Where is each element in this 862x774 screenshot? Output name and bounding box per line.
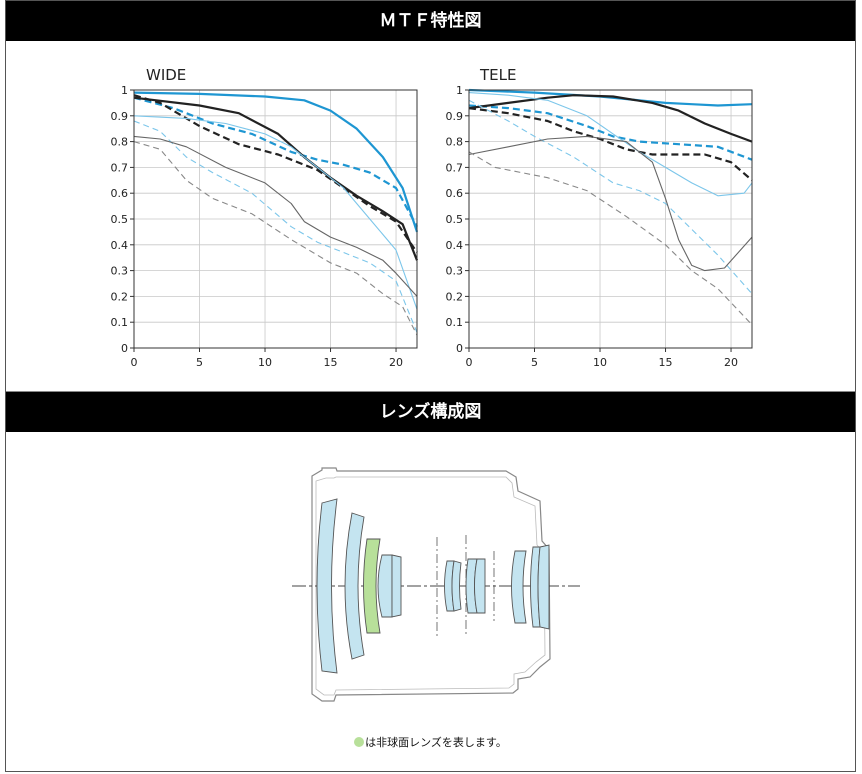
series-line	[133, 91, 419, 233]
series-line	[133, 120, 418, 333]
y-tick-label: 0.9	[446, 110, 464, 123]
series-line	[133, 141, 418, 336]
lens-section-header: レンズ構成図	[6, 392, 855, 432]
y-tick-label: 0.7	[111, 161, 129, 174]
y-tick-label: 0.6	[446, 187, 464, 200]
section-divider	[6, 391, 855, 392]
x-tick-label: 15	[324, 356, 338, 369]
x-tick-label: 20	[389, 356, 403, 369]
lens-element	[344, 512, 365, 660]
y-tick-label: 0.5	[111, 213, 129, 226]
lens-element	[377, 554, 393, 618]
y-tick-label: 0.4	[111, 239, 129, 252]
y-tick-label: 0.8	[446, 136, 464, 149]
series-line	[468, 151, 753, 326]
lens-element	[537, 544, 550, 630]
y-tick-label: 0	[456, 342, 463, 355]
series-line	[468, 94, 753, 143]
y-tick-label: 0.7	[446, 161, 464, 174]
aspherical-legend-text: は非球面レンズを表します。	[365, 736, 507, 749]
x-tick-label: 20	[724, 356, 738, 369]
aspherical-legend: は非球面レンズを表します。	[6, 734, 855, 750]
series-line	[133, 96, 419, 261]
y-tick-label: 0.9	[111, 110, 129, 123]
y-tick-label: 0.6	[111, 187, 129, 200]
lens-barrel-inner	[315, 476, 546, 696]
lens-barrel-outline	[311, 467, 551, 702]
series-line	[133, 94, 418, 254]
chart-title: WIDE	[146, 66, 186, 84]
y-tick-label: 0.1	[111, 316, 129, 329]
aspherical-lens-element	[363, 538, 381, 634]
series-line	[468, 99, 753, 295]
y-tick-label: 0.3	[446, 265, 464, 278]
y-tick-label: 0.1	[446, 316, 464, 329]
y-tick-label: 0.2	[111, 290, 129, 303]
x-tick-label: 0	[466, 356, 473, 369]
y-tick-label: 0	[121, 342, 128, 355]
series-line	[468, 135, 753, 272]
lens-diagram	[292, 467, 580, 702]
series-line	[133, 135, 418, 297]
chart-title: TELE	[479, 66, 516, 84]
x-tick-label: 0	[131, 356, 138, 369]
series-line	[468, 88, 753, 107]
series-line	[468, 104, 753, 161]
lens-element	[451, 560, 462, 612]
lens-element	[316, 498, 338, 674]
x-tick-label: 10	[593, 356, 607, 369]
y-tick-label: 1	[456, 84, 463, 97]
lens-element	[511, 550, 527, 624]
y-tick-label: 0.8	[111, 136, 129, 149]
y-tick-label: 0.2	[446, 290, 464, 303]
lens-element	[474, 558, 486, 614]
series-line	[133, 115, 418, 310]
series-line	[468, 107, 753, 182]
lens-element	[391, 554, 402, 618]
x-tick-label: 15	[659, 356, 673, 369]
spec-panel: ＭＴＦ特性図 WIDE 0 0.1 0.2 0.3 0.4 0.5 0.6 0.7 0.8 0.9 1…	[5, 0, 856, 772]
y-tick-label: 0.4	[446, 239, 464, 252]
y-tick-label: 1	[121, 84, 128, 97]
mtf-section-header: ＭＴＦ特性図	[6, 1, 855, 41]
y-tick-label: 0.3	[111, 265, 129, 278]
y-tick-label: 0.5	[446, 213, 464, 226]
x-tick-label: 5	[531, 356, 538, 369]
aspherical-dot-icon	[354, 737, 365, 747]
x-tick-label: 5	[196, 356, 203, 369]
x-tick-label: 10	[258, 356, 272, 369]
